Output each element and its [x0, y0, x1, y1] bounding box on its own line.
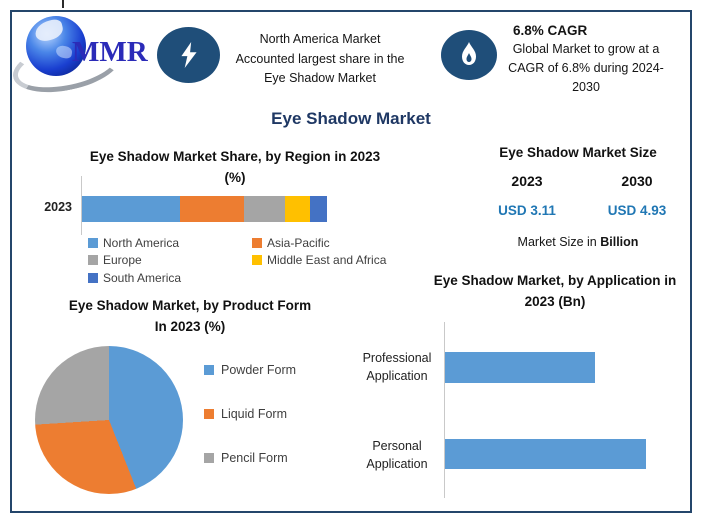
bar-segment-asia-pacific: [180, 196, 244, 222]
market-size-title: Eye Shadow Market Size: [499, 145, 657, 160]
legend-label: North America: [103, 235, 180, 250]
legend-item-liquid-form: Liquid Form: [204, 407, 296, 421]
legend-item-pencil-form: Pencil Form: [204, 451, 296, 465]
footnote-bold: Billion: [600, 235, 639, 249]
market-size-footnote: Market Size in Billion: [478, 235, 678, 249]
region-stacked-bar: [82, 196, 327, 222]
highlight-line: Eye Shadow Market: [264, 71, 376, 85]
legend-item-powder-form: Powder Form: [204, 363, 296, 377]
mmr-logo: MMR: [8, 12, 154, 101]
legend-swatch-europe: [88, 255, 98, 266]
product-legend: Powder Form Liquid Form Pencil Form: [204, 363, 296, 465]
region-chart-title: Eye Shadow Market Share, by Region in 20…: [55, 147, 415, 188]
legend-item-asia-pacific: Asia-Pacific: [252, 234, 482, 252]
application-chart-title-line1: Eye Shadow Market, by Application in: [433, 273, 677, 288]
page-title: Eye Shadow Market: [271, 109, 431, 128]
application-chart-title-line2: 2023 (Bn): [524, 293, 586, 309]
bar-label-professional-application: Professional Application: [352, 349, 442, 385]
legend-swatch-asia-pacific: [252, 237, 262, 248]
legend-item-south-america: South America: [88, 269, 252, 287]
cagr-badge: [441, 30, 497, 80]
application-chart-axis: [444, 322, 445, 498]
legend-label: Asia-Pacific: [267, 235, 330, 250]
highlight-line: Accounted largest share in the: [235, 51, 405, 66]
cagr-body: Global Market to grow at a CAGR of 6.8% …: [508, 42, 664, 94]
lightning-badge: [157, 27, 220, 83]
market-size-year-2030: 2030: [621, 173, 653, 189]
logo-text: MMR: [72, 36, 148, 68]
product-pie-chart: [35, 346, 183, 494]
lightning-icon: [180, 42, 197, 68]
region-axis-category-label: 2023: [44, 200, 72, 214]
product-chart-title: Eye Shadow Market, by Product Form In 20…: [40, 296, 340, 337]
bar-personal-application: [445, 439, 646, 469]
legend-swatch-south-america: [88, 272, 98, 283]
label-line: Personal: [372, 439, 422, 453]
bar-professional-application: [445, 352, 595, 383]
legend-label: Powder Form: [221, 363, 297, 377]
globe-icon: [26, 16, 86, 76]
market-size-value-2030: USD 4.93: [607, 203, 667, 218]
legend-label: Middle East and Africa: [267, 253, 387, 268]
legend-swatch-north-america: [88, 237, 98, 248]
product-chart-title-line1: Eye Shadow Market, by Product Form: [68, 298, 312, 313]
legend-label: Liquid Form: [221, 407, 287, 421]
region-legend: North America Asia-Pacific Europe Middle Ea…: [88, 234, 482, 287]
legend-swatch-liquid-form: [204, 409, 214, 419]
legend-label: South America: [103, 270, 182, 285]
legend-swatch-powder-form: [204, 365, 214, 375]
label-line: Professional: [362, 351, 432, 365]
bar-segment-middle-east-and-africa: [285, 196, 310, 222]
legend-item-north-america: North America: [88, 234, 252, 252]
highlight-text: North America Market Accounted largest s…: [226, 30, 414, 89]
legend-swatch-middle-east-and-africa: [252, 255, 262, 266]
application-chart-title: Eye Shadow Market, by Application in 202…: [425, 271, 685, 312]
cagr-block: 6.8% CAGR Global Market to grow at a CAG…: [505, 23, 667, 97]
region-chart-title-line2: (%): [224, 169, 246, 185]
legend-label: Europe: [103, 253, 142, 268]
footnote-prefix: Market Size in: [517, 235, 597, 249]
region-chart-axis: [81, 176, 82, 235]
bar-label-personal-application: Personal Application: [352, 437, 442, 473]
bar-segment-north-america: [82, 196, 180, 222]
market-size-year-2023: 2023: [511, 173, 543, 189]
flame-icon: [462, 42, 476, 65]
bar-segment-south-america: [309, 196, 327, 222]
legend-item-middle-east-and-africa: Middle East and Africa: [252, 252, 482, 270]
label-line: Application: [366, 369, 428, 383]
highlight-line: North America Market: [259, 32, 381, 46]
region-chart-title-line1: Eye Shadow Market Share, by Region in 20…: [89, 149, 381, 164]
cagr-heading: 6.8% CAGR: [513, 23, 588, 38]
product-chart-title-line2: In 2023 (%): [154, 318, 226, 334]
market-size-value-2023: USD 3.11: [498, 203, 556, 218]
stray-tick-mark: [62, 0, 64, 8]
bar-segment-europe: [243, 196, 286, 222]
legend-item-europe: Europe: [88, 252, 252, 270]
label-line: Application: [366, 457, 428, 471]
legend-label: Pencil Form: [221, 451, 288, 465]
legend-swatch-pencil-form: [204, 453, 214, 463]
